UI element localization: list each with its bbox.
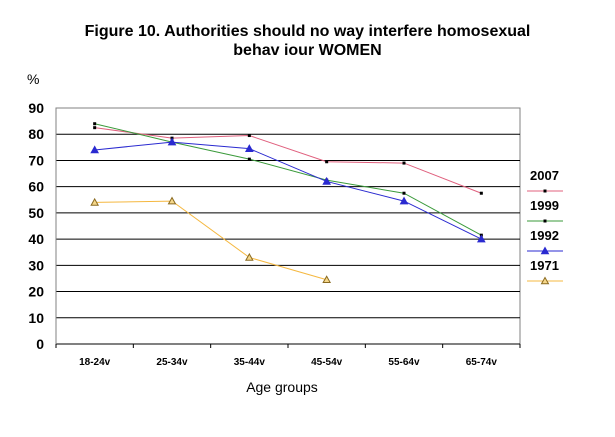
legend-layer: 2007 1999 1992 1971	[527, 168, 563, 285]
y-tick-label: 70	[28, 152, 44, 168]
chart-title-line1: Figure 10. Authorities should no way int…	[84, 23, 531, 40]
series-line	[94, 123, 482, 236]
chart-title-line2: behav iour WOMEN	[233, 42, 382, 59]
x-tick-label: 55-64v	[388, 357, 420, 368]
y-tick-label: 60	[28, 179, 44, 195]
plot-frame	[55, 107, 521, 345]
data-point	[322, 275, 332, 284]
data-point	[244, 144, 254, 152]
x-tick-label: 45-54v	[311, 357, 343, 368]
legend-label: 1992	[530, 228, 559, 243]
y-tick-label: 30	[28, 257, 44, 273]
data-point	[93, 126, 97, 130]
y-tick-label: 20	[28, 284, 44, 300]
chart-title: Figure 10. Authorities should no way int…	[0, 22, 615, 60]
x-tick-label: 65-74v	[466, 357, 498, 368]
y-tick-label: 50	[28, 205, 44, 221]
legend-swatch-marker	[543, 189, 547, 193]
y-tick-label: 80	[28, 126, 44, 142]
data-point	[399, 196, 409, 205]
y-tick-label: 0	[36, 336, 44, 352]
legend-entry-1971: 1971	[527, 258, 563, 285]
data-point	[167, 137, 177, 146]
x-tick-label: 25-34v	[156, 357, 188, 368]
data-point	[247, 157, 251, 161]
data-point	[93, 122, 97, 126]
legend-label: 1971	[530, 258, 559, 273]
series-line	[94, 200, 327, 281]
series-1971	[90, 196, 332, 284]
legend-entry-1999: 1999	[527, 198, 563, 223]
data-point	[247, 134, 251, 138]
y-tick-label: 10	[28, 310, 44, 326]
y-axis-title: %	[27, 71, 39, 87]
legend-entry-2007: 2007	[527, 168, 563, 193]
legend-entry-1992: 1992	[527, 228, 563, 255]
data-point	[402, 191, 406, 195]
y-tick-label: 90	[28, 100, 44, 116]
x-tick-label: 18-24v	[79, 357, 111, 368]
legend-swatch-marker	[540, 246, 550, 255]
series-1992	[90, 137, 486, 243]
series-layer	[90, 122, 486, 284]
legend-label: 2007	[530, 168, 559, 183]
data-point	[402, 161, 406, 165]
axis-layer: 0 10 20 30 40 50 60 70 80 90 18-24v 25-34v 35-44v 45-…	[28, 100, 521, 368]
grid-layer	[55, 107, 521, 345]
legend-label: 1999	[530, 198, 559, 213]
series-1999	[93, 122, 483, 237]
data-point	[476, 234, 486, 243]
data-point	[479, 191, 483, 195]
series-line	[94, 127, 482, 194]
y-tick-label: 40	[28, 231, 44, 247]
x-axis-title: Age groups	[246, 379, 318, 395]
data-point	[90, 145, 100, 154]
data-point	[322, 176, 332, 185]
data-point	[90, 197, 100, 206]
data-point	[167, 196, 177, 205]
x-tick-label: 35-44v	[234, 357, 266, 368]
legend-swatch-marker	[540, 276, 550, 285]
series-line	[94, 141, 482, 240]
legend-swatch-marker	[543, 219, 547, 223]
data-point	[244, 252, 254, 261]
data-point	[325, 160, 329, 164]
